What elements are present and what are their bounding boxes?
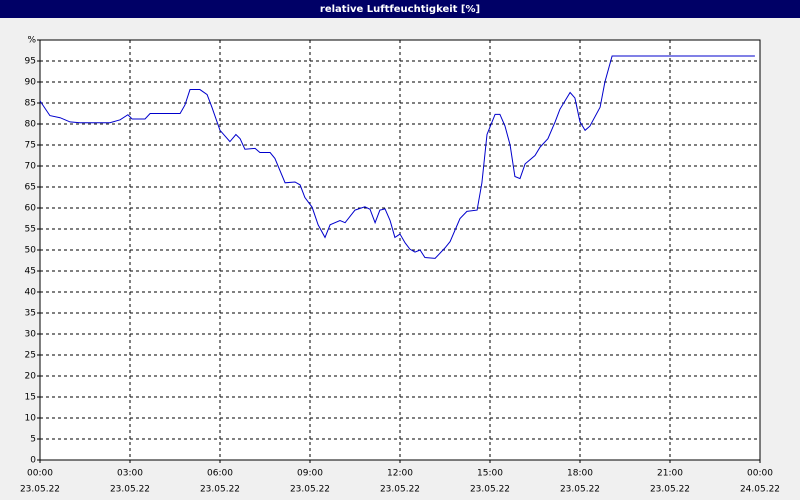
x-tick-date: 23.05.22 — [290, 485, 330, 495]
y-tick-label: 95 — [25, 57, 36, 67]
y-tick-label: 40 — [25, 288, 37, 298]
y-tick-label: 25 — [25, 351, 36, 361]
y-tick-label: 45 — [25, 267, 36, 277]
x-tick-label: 18:00 — [567, 469, 593, 479]
x-tick-label: 03:00 — [117, 469, 143, 479]
y-tick-label: 65 — [25, 183, 36, 193]
y-tick-label: 80 — [25, 120, 37, 130]
y-tick-label: 30 — [25, 330, 37, 340]
x-tick-label: 15:00 — [477, 469, 503, 479]
x-tick-label: 00:00 — [27, 469, 53, 479]
y-tick-label: 90 — [25, 78, 37, 88]
x-tick-date: 24.05.22 — [740, 485, 780, 495]
x-tick-label: 00:00 — [747, 469, 773, 479]
y-tick-label: 10 — [25, 414, 37, 424]
y-tick-label: 75 — [25, 141, 36, 151]
y-tick-label: 5 — [30, 435, 36, 445]
x-tick-date: 23.05.22 — [20, 485, 60, 495]
y-tick-label: 20 — [25, 372, 37, 382]
plot-border — [39, 39, 761, 461]
x-tick-date: 23.05.22 — [110, 485, 150, 495]
y-tick-label: 15 — [25, 393, 36, 403]
y-tick-label: 0 — [30, 456, 36, 466]
y-tick-label: 85 — [25, 99, 36, 109]
x-tick-date: 23.05.22 — [470, 485, 510, 495]
y-tick-label: 50 — [25, 246, 37, 256]
x-tick-label: 12:00 — [387, 469, 413, 479]
chart-title: relative Luftfeuchtigkeit [%] — [320, 4, 480, 15]
x-tick-label: 21:00 — [657, 469, 683, 479]
x-tick-date: 23.05.22 — [650, 485, 690, 495]
y-tick-label: 55 — [25, 225, 36, 235]
x-tick-date: 23.05.22 — [560, 485, 600, 495]
y-tick-label: 70 — [25, 162, 37, 172]
title-bar — [0, 0, 800, 18]
y-tick-label: 60 — [25, 204, 37, 214]
x-tick-date: 23.05.22 — [380, 485, 420, 495]
data-line — [39, 55, 755, 259]
y-tick-label: % — [27, 36, 36, 46]
x-tick-label: 09:00 — [297, 469, 323, 479]
y-tick-label: 35 — [25, 309, 36, 319]
x-tick-date: 23.05.22 — [200, 485, 240, 495]
x-tick-label: 06:00 — [207, 469, 233, 479]
